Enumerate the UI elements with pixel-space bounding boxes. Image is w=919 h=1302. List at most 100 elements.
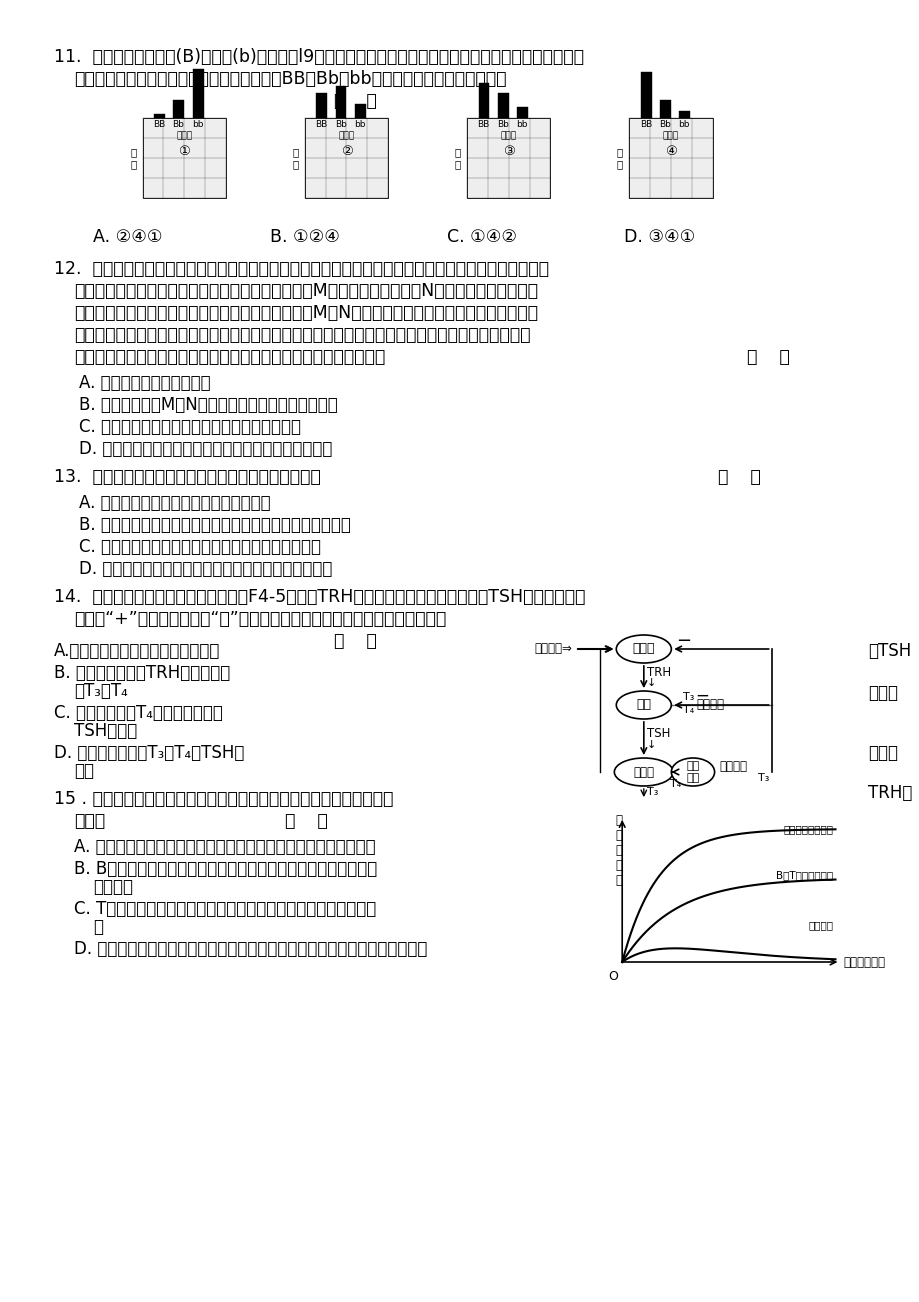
Text: 确的是: 确的是 [74,812,105,829]
Bar [154,115,165,118]
Text: 状腺分: 状腺分 [867,684,897,702]
Bar [678,111,689,118]
Text: 寒冷信号⇒: 寒冷信号⇒ [534,642,572,655]
Text: Bb: Bb [658,120,670,129]
Text: D. 混合培养过程中，菌株中已突变的基因再次发生突变: D. 混合培养过程中，菌株中已突变的基因再次发生突变 [78,440,332,458]
Text: 的TSH: 的TSH [867,642,910,660]
Ellipse shape [616,691,671,719]
Text: 免疫反应: 免疫反应 [93,878,133,896]
Text: ②: ② [340,145,352,158]
Text: 培养后均有菌落出现。以下是关于这种现象的说法，其中不合理的是: 培养后均有菌落出现。以下是关于这种现象的说法，其中不合理的是 [74,348,384,366]
Text: 生: 生 [93,918,103,936]
Text: C. 混合培养过程中，菌株获得了对方的遗传物质: C. 混合培养过程中，菌株获得了对方的遗传物质 [78,418,301,436]
Text: （    ）: （ ） [717,467,759,486]
Bar [335,86,346,118]
Text: （    ）: （ ） [746,348,789,366]
Bar [478,83,489,118]
Text: −: − [694,687,708,704]
Text: 14.  人体甲状腺分泌和调节示意图如图F4-5，其中TRH表示促甲状腺激素释放激素，TSH表示促甲状腺: 14. 人体甲状腺分泌和调节示意图如图F4-5，其中TRH表示促甲状腺激素释放激… [54,589,584,605]
Text: A.寒冷信号能直接刺激垂体分泌更多: A.寒冷信号能直接刺激垂体分泌更多 [54,642,221,660]
Text: T₄: T₄ [669,779,680,789]
Text: 泌T₃和T₄: 泌T₃和T₄ [74,682,128,700]
Text: （    ）: （ ） [334,92,377,109]
Text: C. 血浆等细胞外液本质上是一种盐溶液，类似于海水: C. 血浆等细胞外液本质上是一种盐溶液，类似于海水 [78,538,321,556]
Text: B. 动物血浆滲透压的大小主要与无机盐、蛋白质的含量有关: B. 动物血浆滲透压的大小主要与无机盐、蛋白质的含量有关 [78,516,350,534]
Text: 树皮裸露并被燗成了黑褐色。则该桦尺蚊种群BB、Bb、bb三种基因型频率的变化过程是: 树皮裸露并被燗成了黑褐色。则该桦尺蚊种群BB、Bb、bb三种基因型频率的变化过程… [74,70,505,89]
Text: bb: bb [516,120,528,129]
Text: bb: bb [354,120,365,129]
Bar [466,118,550,198]
Text: C. 甲状腺分泌的T₄直接作用于垂体: C. 甲状腺分泌的T₄直接作用于垂体 [54,704,222,723]
Bar [174,100,184,118]
Text: B. 下丘脑通过释放TRH直接调控甲: B. 下丘脑通过释放TRH直接调控甲 [54,664,230,682]
Bar [316,94,327,118]
Bar [497,94,508,118]
Text: O: O [607,970,618,983]
Text: 基因型: 基因型 [500,132,516,141]
Text: C. ①④②: C. ①④② [447,228,516,246]
Text: B. ①②④: B. ①②④ [270,228,340,246]
Text: D. 长期缺碗会影响T₃、T₄、TSH和: D. 长期缺碗会影响T₃、T₄、TSH和 [54,743,244,762]
Text: TRH: TRH [646,665,670,678]
Text: 脱礙作用: 脱礙作用 [697,698,724,711]
Text: B. B细胞缺陷小鼠虽无法合成抗体，但仍能对胞内寄生病原体产生: B. B细胞缺陷小鼠虽无法合成抗体，但仍能对胞内寄生病原体产生 [74,861,377,878]
Text: T₃: T₃ [646,786,657,797]
Text: 感染后的时间: 感染后的时间 [843,956,884,969]
Text: T₄: T₄ [683,704,694,715]
Text: 下丘脑: 下丘脑 [632,642,654,655]
Text: TSH的释放: TSH的释放 [74,723,137,740]
Ellipse shape [616,635,671,663]
Text: 频
率: 频 率 [130,147,137,169]
Text: 频
率: 频 率 [617,147,622,169]
Text: 分泌: 分泌 [74,762,94,780]
Bar [142,118,226,198]
Text: 吞噬细胞缺陷小鼠: 吞噬细胞缺陷小鼠 [783,824,833,835]
Text: BB: BB [315,120,327,129]
Bar [640,72,651,118]
Text: BB: BB [153,120,165,129]
Bar [304,118,388,198]
Text: 甲状腺: 甲状腺 [632,766,653,779]
Text: D. 正常小鼠免疫产生的淡巴因子，加强了吞噬细胞对靶细胞的特异性杀伤作用: D. 正常小鼠免疫产生的淡巴因子，加强了吞噬细胞对靶细胞的特异性杀伤作用 [74,940,426,958]
Text: D. 血浆中钓离子含量过高，会引起动物出现抜搐等症状: D. 血浆中钓离子含量过高，会引起动物出现抜搐等症状 [78,560,332,578]
Text: TRH的: TRH的 [867,784,912,802]
Text: （    ）: （ ） [334,631,377,650]
Text: 13.  下列关于动物体内血浆及无机盐的叙述，错误的是: 13. 下列关于动物体内血浆及无机盐的叙述，错误的是 [54,467,321,486]
Text: 正常小鼠: 正常小鼠 [808,921,833,931]
Text: 基因型: 基因型 [176,132,192,141]
Text: Bb: Bb [173,120,184,129]
Text: C. T细胞缺陷小鼠体内的抗原呈递作用不能完成，体液免疫无法产: C. T细胞缺陷小鼠体内的抗原呈递作用不能完成，体液免疫无法产 [74,900,376,918]
Text: B. 野生型突变为M、N菌株说明了基因突变是不定向的: B. 野生型突变为M、N菌株说明了基因突变是不定向的 [78,396,337,414]
Text: 11.  桦尺蚊的体色黑色(B)对浅色(b)是显性。l9世纪工业的发展使得桦尺蚊棖息的树干上的地衣不能生存，: 11. 桦尺蚊的体色黑色(B)对浅色(b)是显性。l9世纪工业的发展使得桦尺蚊棖… [54,48,584,66]
Text: 频
率: 频 率 [454,147,460,169]
Bar [659,100,670,118]
Text: 布到基本培养基上，培养后出现许多由单个细菌形成的菌落，将这些菌落分别接种到基本培养基上，: 布到基本培养基上，培养后出现许多由单个细菌形成的菌落，将这些菌落分别接种到基本培… [74,326,529,344]
Text: ①: ① [178,145,190,158]
Text: −: − [675,631,691,650]
Text: A. 血浆中的无机盐离子可以维持酸碱平衡: A. 血浆中的无机盐离子可以维持酸碱平衡 [78,493,270,512]
Text: 上时，均不会产生菌落。某同学实验过程中发现，将M、N菌株混合培养一段时间，充分稀释后再涂: 上时，均不会产生菌落。某同学实验过程中发现，将M、N菌株混合培养一段时间，充分稀… [74,303,537,322]
Text: ↓: ↓ [646,678,655,687]
Text: D. ③④①: D. ③④① [623,228,695,246]
Text: 垂体: 垂体 [636,698,651,711]
Text: 上补充相应氨基酸才能生长。将甲硫氨酸依赖型菌株M和苏氨酸依赖型菌株N单独接种在基本培养基: 上补充相应氨基酸才能生长。将甲硫氨酸依赖型菌株M和苏氨酸依赖型菌株N单独接种在基… [74,283,537,299]
Text: bb: bb [677,120,689,129]
Text: BB: BB [639,120,652,129]
Text: BB: BB [477,120,489,129]
Text: 激素，“+”表示促进作用，“－”表示抑制作用。据图分析，下列叙述正确的是: 激素，“+”表示促进作用，“－”表示抑制作用。据图分析，下列叙述正确的是 [74,611,446,628]
Bar [192,69,203,118]
Text: 基因型: 基因型 [338,132,354,141]
Bar [516,108,528,118]
Text: 病
原
体
数
量: 病 原 体 数 量 [615,814,622,887]
Text: bb: bb [192,120,203,129]
Text: 脱礙作用: 脱礙作用 [719,760,747,773]
Text: 而抑制: 而抑制 [867,743,897,762]
Text: ↓: ↓ [646,740,655,750]
Text: ④: ④ [664,145,676,158]
Text: A. 操作过程中出现杂菌污染: A. 操作过程中出现杂菌污染 [78,374,210,392]
Ellipse shape [671,758,714,786]
Text: A. 吞噬细胞缺陷小鼠的非特异性免疫受损，特异性免疫也无法产生: A. 吞噬细胞缺陷小鼠的非特异性免疫受损，特异性免疫也无法产生 [74,838,375,855]
Text: 频
率: 频 率 [292,147,299,169]
Text: T₃: T₃ [683,691,694,702]
Bar [629,118,712,198]
